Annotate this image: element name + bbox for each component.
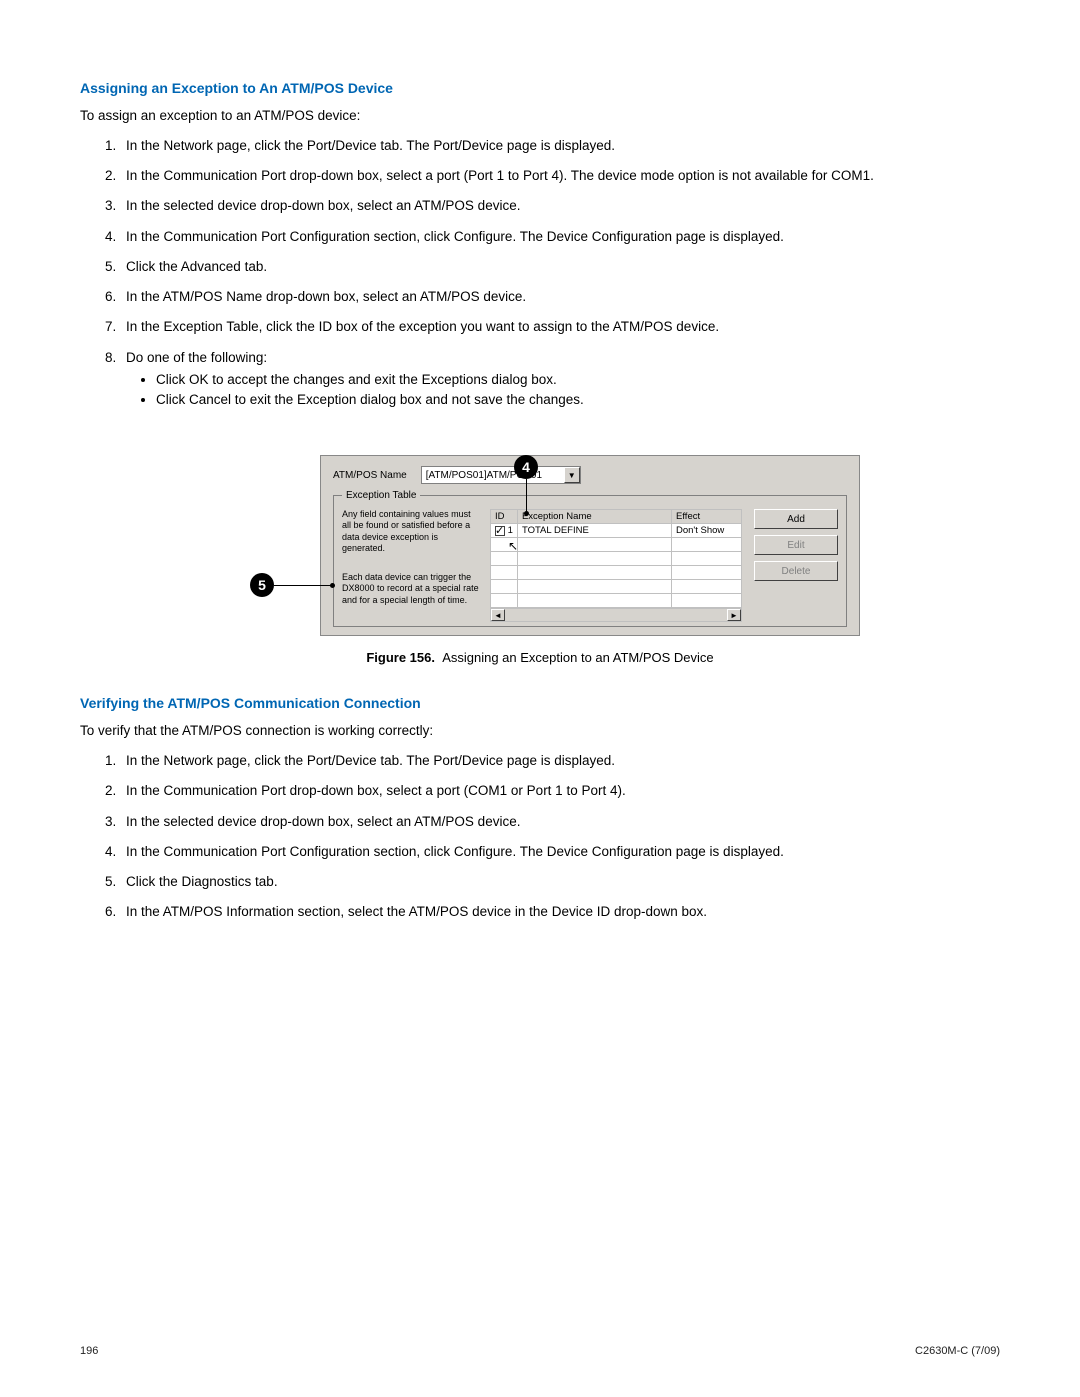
table-row[interactable] [491, 538, 742, 552]
callout-line [526, 479, 527, 513]
horizontal-scrollbar[interactable]: ◄ ► [490, 608, 742, 622]
step: In the Network page, click the Port/Devi… [120, 137, 1000, 155]
step: In the Communication Port drop-down box,… [120, 167, 1000, 185]
figure-caption: Figure 156. Assigning an Exception to an… [80, 650, 1000, 665]
exception-table-fieldset: Exception Table Any field containing val… [333, 490, 847, 627]
chevron-down-icon[interactable]: ▼ [564, 467, 580, 483]
section2-steps: In the Network page, click the Port/Devi… [80, 752, 1000, 921]
figure-title: Assigning an Exception to an ATM/POS Dev… [442, 650, 713, 665]
step: In the ATM/POS Information section, sele… [120, 903, 1000, 921]
step: Click the Advanced tab. [120, 258, 1000, 276]
atmpos-name-label: ATM/POS Name [333, 470, 407, 481]
exception-table[interactable]: ID Exception Name Effect 1 TOTAL DEFINE … [490, 509, 742, 608]
substep: Click OK to accept the changes and exit … [156, 371, 1000, 389]
step: Click the Diagnostics tab. [120, 873, 1000, 891]
row-exception-name: TOTAL DEFINE [517, 524, 671, 538]
callout-5: 5 [250, 573, 274, 597]
section2-heading: Verifying the ATM/POS Communication Conn… [80, 695, 1000, 711]
document-id: C2630M-C (7/09) [915, 1345, 1000, 1357]
help-text-1: Any field containing values must all be … [342, 509, 482, 554]
table-row[interactable] [491, 566, 742, 580]
row-id: 1 [508, 525, 513, 536]
step: In the selected device drop-down box, se… [120, 813, 1000, 831]
atmpos-name-dropdown[interactable]: [ATM/POS01]ATM/POS01 ▼ [421, 466, 581, 484]
delete-button[interactable]: Delete [754, 561, 838, 581]
figure-number: Figure 156. [366, 650, 435, 665]
scroll-left-icon[interactable]: ◄ [491, 609, 505, 621]
add-button[interactable]: Add [754, 509, 838, 529]
step: Do one of the following: Click OK to acc… [120, 349, 1000, 410]
table-row[interactable] [491, 594, 742, 608]
callout-4: 4 [514, 455, 538, 479]
step: In the ATM/POS Name drop-down box, selec… [120, 288, 1000, 306]
col-id: ID [491, 510, 518, 524]
exception-grid: ID Exception Name Effect 1 TOTAL DEFINE … [490, 509, 742, 622]
edit-button[interactable]: Edit [754, 535, 838, 555]
col-exception-name: Exception Name [517, 510, 671, 524]
row-checkbox[interactable] [495, 526, 505, 536]
help-text-2: Each data device can trigger the DX8000 … [342, 572, 482, 606]
page-number: 196 [80, 1345, 98, 1357]
button-column: Add Edit Delete [754, 509, 838, 622]
step: In the Communication Port Configuration … [120, 228, 1000, 246]
step: In the Exception Table, click the ID box… [120, 318, 1000, 336]
step-text: Do one of the following: [126, 350, 267, 365]
table-row[interactable] [491, 580, 742, 594]
dropdown-value: [ATM/POS01]ATM/POS01 [422, 470, 564, 481]
step: In the selected device drop-down box, se… [120, 197, 1000, 215]
step: In the Communication Port Configuration … [120, 843, 1000, 861]
page-footer: 196 C2630M-C (7/09) [80, 1345, 1000, 1357]
help-text-column: Any field containing values must all be … [342, 509, 482, 622]
row-effect: Don't Show [672, 524, 742, 538]
figure-156: 4 5 ATM/POS Name [ATM/POS01]ATM/POS01 ▼ … [220, 455, 860, 636]
section1-heading: Assigning an Exception to An ATM/POS Dev… [80, 80, 1000, 96]
table-row[interactable] [491, 552, 742, 566]
scroll-right-icon[interactable]: ► [727, 609, 741, 621]
substeps: Click OK to accept the changes and exit … [126, 371, 1000, 409]
section1-steps: In the Network page, click the Port/Devi… [80, 137, 1000, 409]
step: In the Network page, click the Port/Devi… [120, 752, 1000, 770]
substep: Click Cancel to exit the Exception dialo… [156, 391, 1000, 409]
col-effect: Effect [672, 510, 742, 524]
callout-line [274, 585, 332, 586]
table-row[interactable]: 1 TOTAL DEFINE Don't Show [491, 524, 742, 538]
section2-intro: To verify that the ATM/POS connection is… [80, 723, 1000, 738]
exception-dialog: ATM/POS Name [ATM/POS01]ATM/POS01 ▼ Exce… [320, 455, 860, 636]
step: In the Communication Port drop-down box,… [120, 782, 1000, 800]
section1-intro: To assign an exception to an ATM/POS dev… [80, 108, 1000, 123]
fieldset-legend: Exception Table [342, 490, 420, 501]
